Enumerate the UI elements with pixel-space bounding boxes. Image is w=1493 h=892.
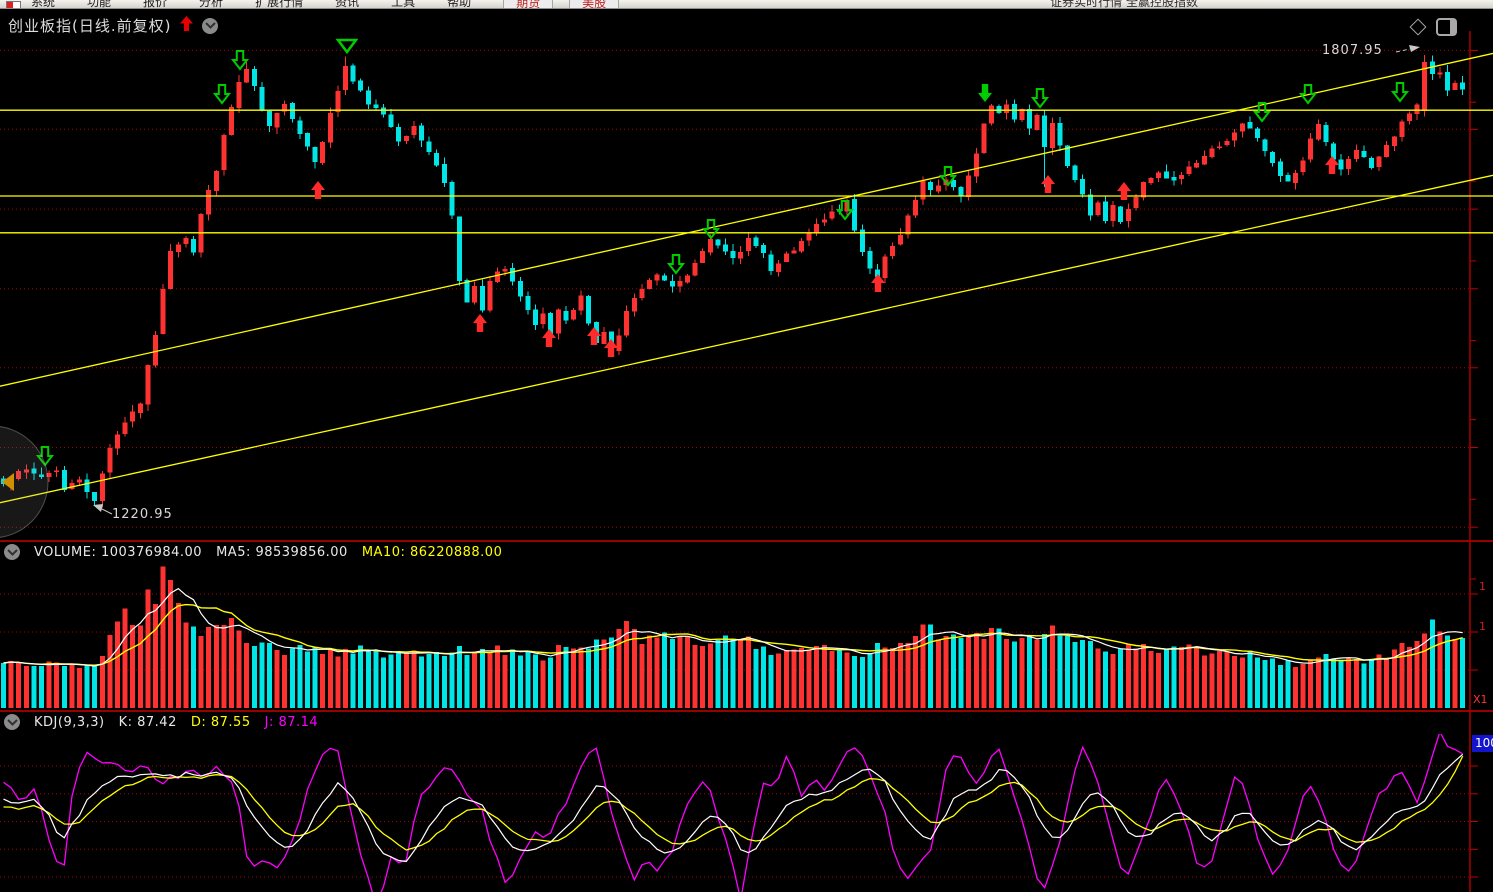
price-up-arrow-icon — [180, 16, 194, 35]
menu-item-help[interactable]: 帮助 — [447, 0, 472, 9]
kdj-gridlines — [0, 765, 1478, 878]
menu-item-us-stocks[interactable]: 美股 — [569, 0, 620, 8]
menu-item-quotes[interactable]: 报价 — [143, 0, 168, 9]
menu-item-futures[interactable]: 期货 — [503, 0, 554, 8]
menu-right-caption: 证券实时行情 全赢控股指数 — [1050, 0, 1198, 9]
menu-item-extended-quotes[interactable]: 扩展行情 — [255, 0, 304, 9]
menu-item-news[interactable]: 资讯 — [335, 0, 360, 9]
menu-item-analysis[interactable]: 分析 — [199, 0, 224, 9]
collapse-volume-chevron-icon[interactable] — [4, 544, 20, 560]
kdj-j-value: J: 87.14 — [264, 714, 319, 730]
collapse-kdj-chevron-icon[interactable] — [4, 714, 20, 730]
app-icon[interactable] — [6, 1, 21, 8]
chart-title: 创业板指(日线.前复权) — [8, 17, 172, 35]
volume-ma-lines — [3, 587, 1463, 667]
low-price-label: 1220.95 — [112, 507, 173, 522]
menu-bar: 系统 功能 报价 分析 扩展行情 资讯 工具 帮助 期货 美股 证券实时行情 全… — [0, 0, 1493, 9]
volume-ma10-value: MA10: 86220888.00 — [361, 544, 503, 560]
menu-item-tools[interactable]: 工具 — [391, 0, 416, 9]
kdj-d-value: D: 87.55 — [190, 714, 251, 730]
signal-markers — [35, 38, 1410, 467]
volume-bars — [1, 566, 1466, 708]
diamond-icon[interactable] — [1409, 18, 1427, 36]
high-price-label: 1807.95 — [1322, 43, 1383, 58]
kdj-lines — [3, 734, 1464, 892]
main-gridlines — [0, 49, 1478, 580]
volume-axis-label-2: 1 — [1479, 620, 1486, 633]
x1-scale-label: X1 — [1473, 693, 1488, 706]
kdj-pane-header: KDJ(9,3,3) K: 87.42 D: 87.55 J: 87.14 — [4, 714, 318, 730]
candlestick-series — [1, 55, 1466, 508]
kdj-k-value: K: 87.42 — [118, 714, 177, 730]
menu-item-function[interactable]: 功能 — [87, 0, 112, 9]
volume-value: VOLUME: 100376984.00 — [34, 544, 203, 560]
menu-item-system[interactable]: 系统 — [31, 0, 56, 9]
collapse-main-chevron-icon[interactable] — [202, 17, 219, 34]
panel-layout-icon[interactable] — [1436, 18, 1457, 36]
volume-ma5-value: MA5: 98539856.00 — [216, 544, 348, 560]
volume-axis-label-1: 1 — [1479, 580, 1486, 593]
kdj-indicator-name: KDJ(9,3,3) — [34, 714, 105, 730]
volume-pane-header: VOLUME: 100376984.00 MA5: 98539856.00 MA… — [4, 544, 502, 560]
trend-channel-lines[interactable] — [0, 52, 1493, 504]
left-pan-button[interactable] — [0, 426, 49, 538]
panel-dividers — [0, 31, 1493, 892]
price-annotation-arrows — [93, 45, 1420, 515]
kdj-100-axis-label: 100 — [1472, 735, 1493, 752]
